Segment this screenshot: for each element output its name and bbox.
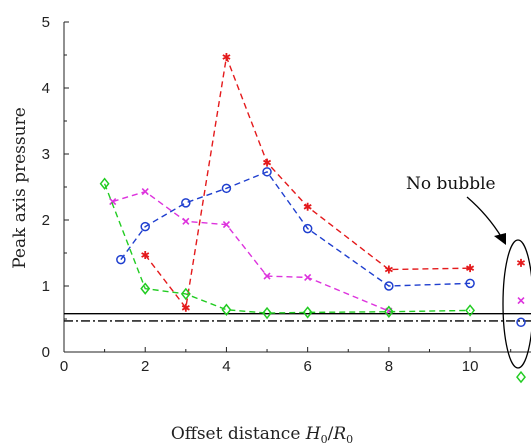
annotation-group: No bubble — [406, 174, 531, 369]
no-bubble-ellipse — [502, 239, 531, 369]
x-tick-label: 6 — [303, 358, 311, 375]
x-tick-label: 0 — [60, 358, 68, 375]
marker-circle — [516, 317, 526, 328]
marker-diamond — [516, 370, 526, 384]
marker-circle — [384, 281, 394, 291]
marker-circle — [140, 221, 150, 232]
x-tick-label: 2 — [141, 358, 149, 375]
x-tick-label: 10 — [462, 358, 479, 375]
marker-asterisk — [222, 52, 231, 61]
marker-diamond — [99, 177, 110, 190]
annotation-arrowhead — [494, 233, 506, 245]
marker-diamond — [465, 304, 476, 317]
y-tick-label: 0 — [42, 344, 50, 361]
reference-lines — [64, 313, 531, 322]
marker-asterisk — [263, 158, 272, 167]
marker-circle — [465, 278, 475, 289]
marker-circle — [221, 183, 232, 194]
marker-cross — [304, 273, 312, 281]
y-tick-label: 4 — [42, 80, 50, 97]
y-tick-label: 3 — [42, 146, 50, 163]
axis-ticks: 0 2 4 6 8 10 0 1 2 3 4 5 — [42, 14, 512, 375]
marker-cross — [109, 197, 117, 206]
y-tick-label: 2 — [42, 212, 50, 229]
x-axis-title: Offset distance H0/R0 — [171, 424, 353, 444]
series-line-circle — [120, 170, 471, 287]
marker-asterisk — [303, 202, 312, 211]
y-tick-label: 5 — [42, 14, 50, 31]
y-tick-label: 1 — [42, 278, 50, 295]
annotation-text: No bubble — [406, 174, 496, 194]
marker-cross — [222, 221, 231, 229]
marker-diamond — [262, 306, 273, 320]
series-cross — [109, 188, 525, 315]
series-asterisk — [141, 52, 526, 312]
series-line-cross — [112, 190, 390, 312]
series-diamond — [99, 177, 526, 384]
x-tick-label: 4 — [222, 358, 230, 375]
annotation-arrow — [466, 196, 503, 239]
marker-asterisk — [181, 303, 190, 312]
marker-diamond — [140, 282, 151, 295]
marker-asterisk — [466, 264, 475, 273]
series-line-diamond — [103, 183, 471, 314]
marker-circle — [116, 254, 126, 265]
data-series — [99, 52, 526, 384]
x-tick-label: 8 — [385, 358, 393, 375]
marker-asterisk — [516, 258, 526, 267]
marker-diamond — [302, 306, 313, 319]
marker-circle — [262, 167, 272, 177]
marker-diamond — [383, 305, 394, 318]
marker-diamond — [221, 303, 232, 316]
marker-cross — [182, 217, 190, 225]
series-circle — [116, 167, 526, 328]
marker-circle — [302, 223, 313, 234]
marker-circle — [181, 198, 191, 208]
marker-cross — [517, 296, 525, 305]
marker-asterisk — [141, 250, 150, 259]
marker-cross — [141, 188, 149, 196]
y-axis-title: Peak axis pressure — [10, 107, 30, 269]
marker-diamond — [180, 287, 191, 301]
marker-cross — [263, 272, 271, 280]
marker-asterisk — [384, 265, 393, 274]
